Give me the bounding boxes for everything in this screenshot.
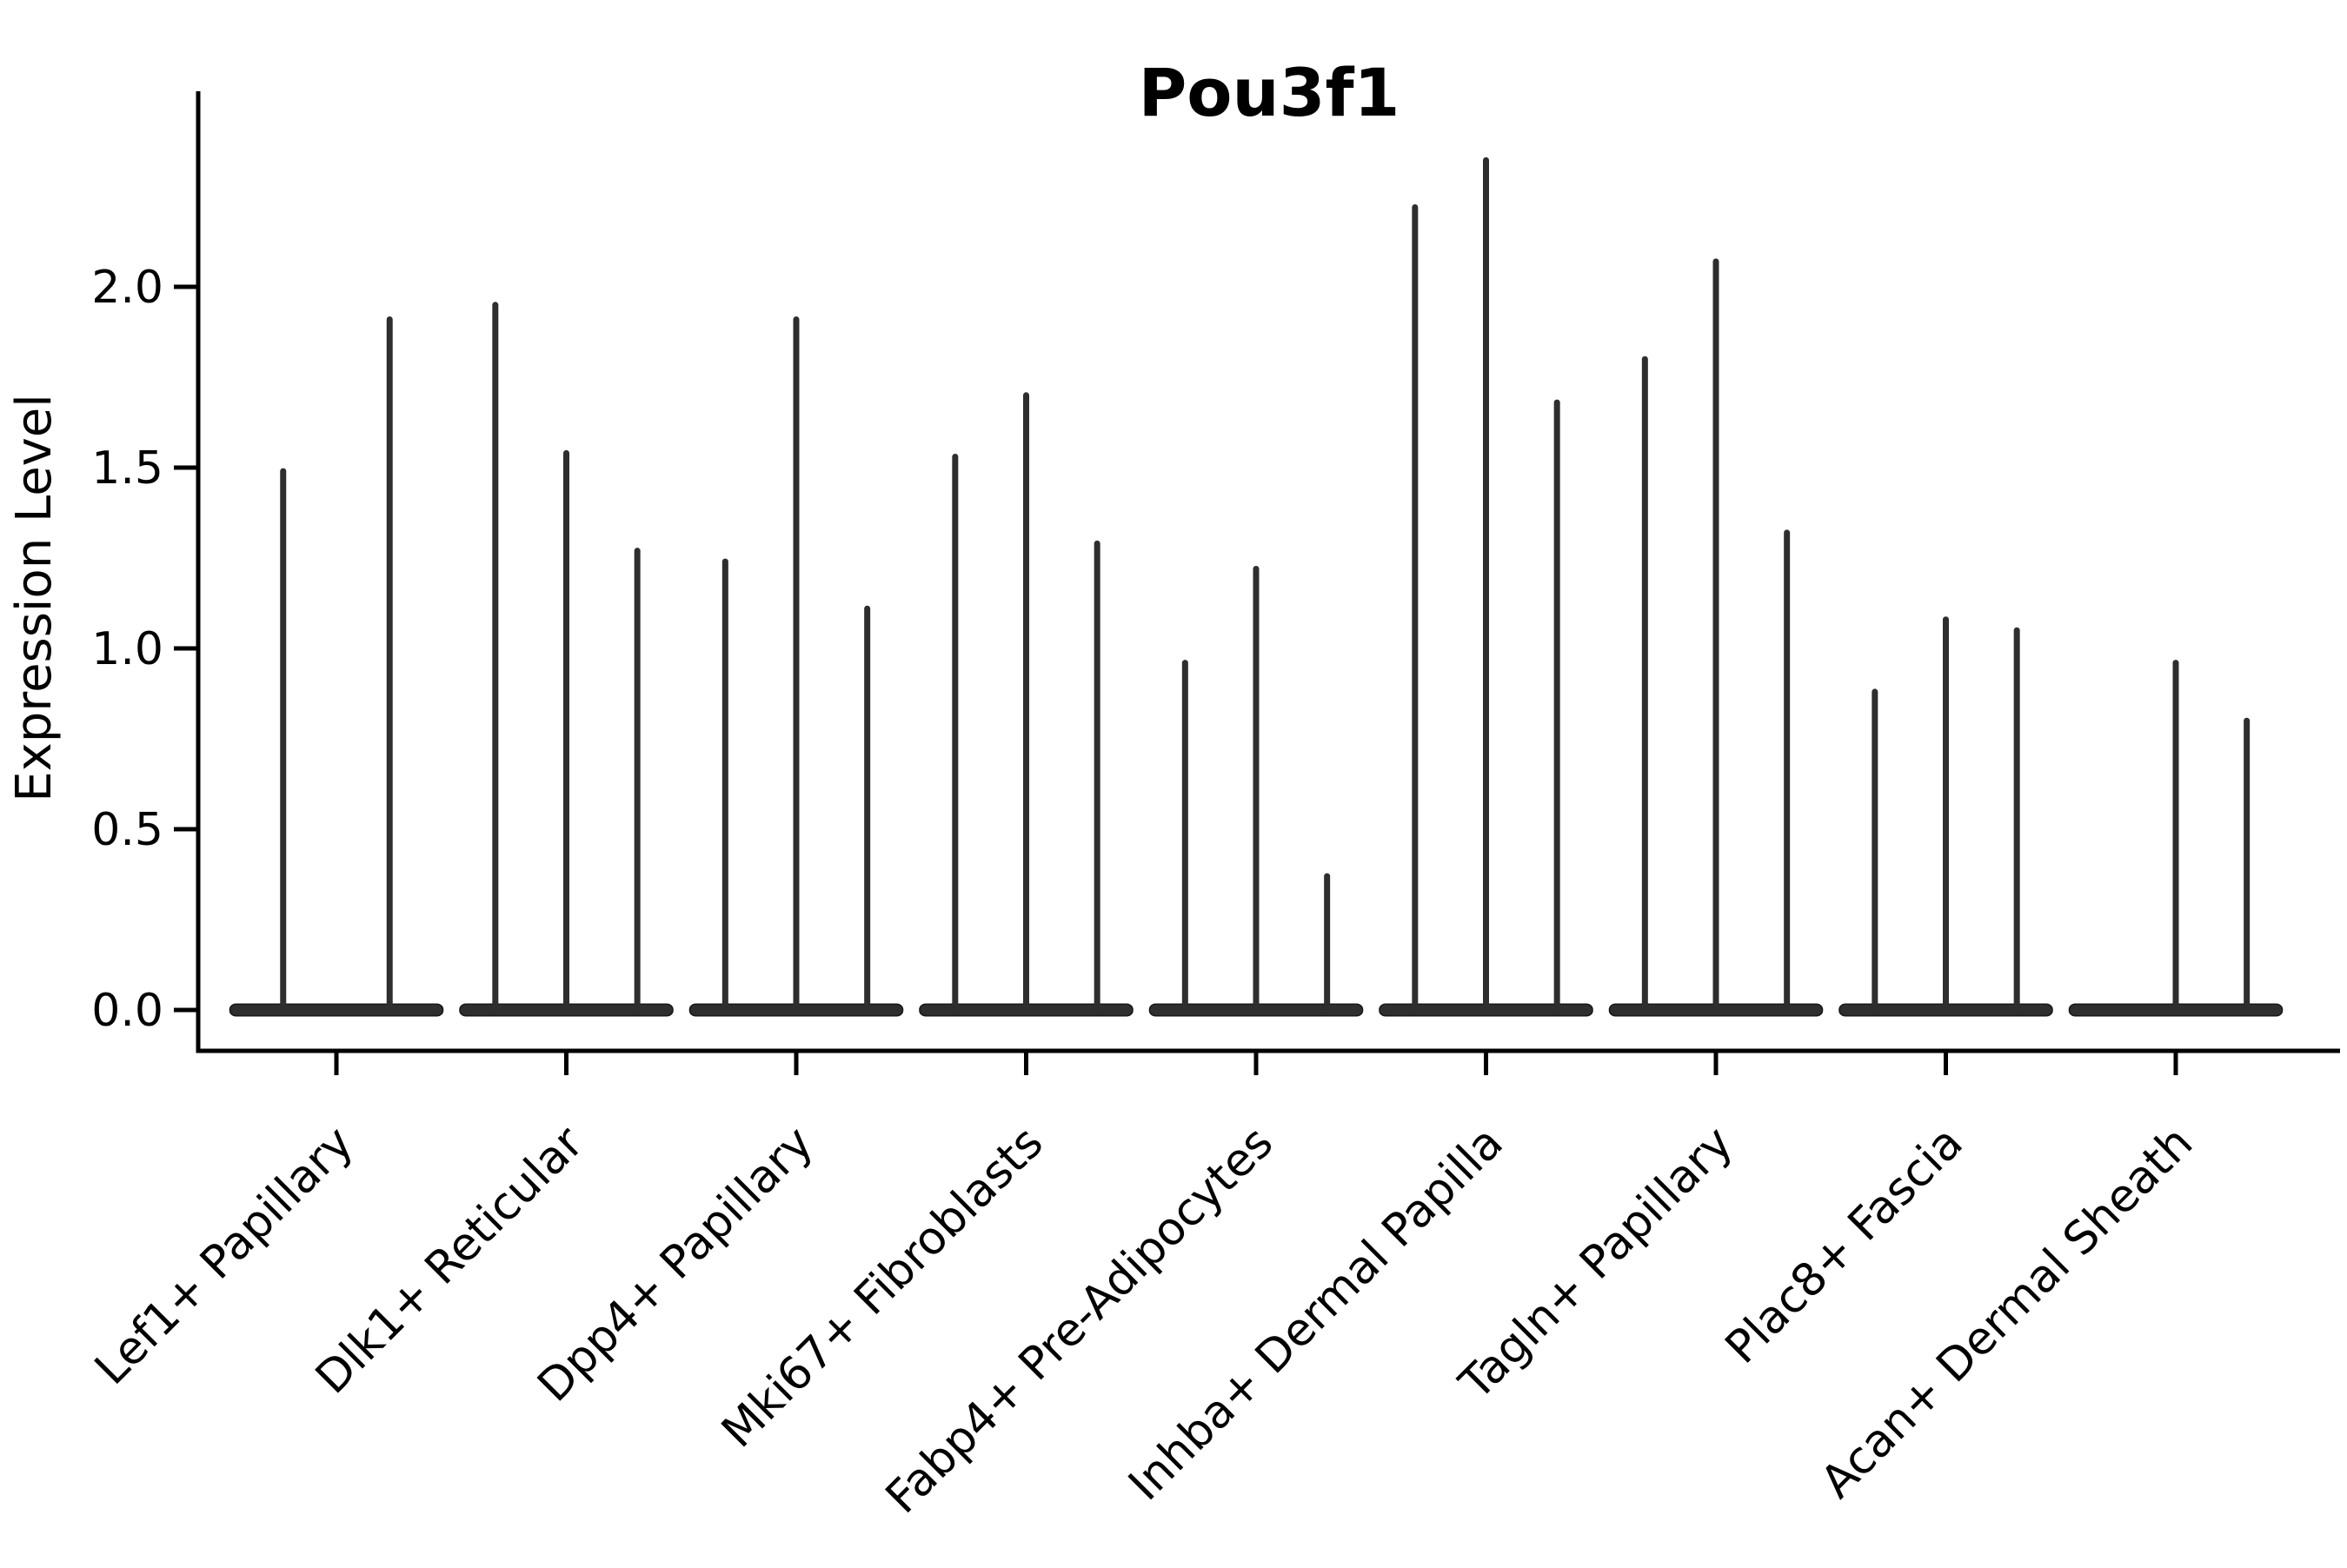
plot-title: Pou3f1 [1139,54,1400,131]
y-tick-label: 2.0 [91,262,163,314]
x-tick-label: Fabp4+ Pre-Adipocytes [876,1117,1283,1524]
y-tick-layer: 0.0 0.5 1.0 1.5 2.0 [91,262,198,1037]
violin-group [1148,565,1364,1017]
violin-group [919,392,1134,1017]
y-tick-label: 0.5 [91,804,163,856]
violin-group [229,316,444,1017]
violin-group [1608,258,1824,1017]
y-tick-label: 1.5 [91,442,163,495]
violin-base [229,1003,444,1017]
violin-group [688,316,904,1017]
y-tick-label: 1.0 [91,623,163,675]
y-axis-label: Expression Level [6,394,63,802]
x-tick-label: Inhba+ Dermal Papilla [1119,1117,1513,1511]
axes-layer [196,91,2340,1053]
x-tick-label: Plac8+ Fascia [1716,1117,1973,1374]
violin-group [1838,616,2053,1017]
x-tick-label: Acan+ Dermal Sheath [1812,1117,2204,1509]
violin-group [1379,156,1593,1017]
y-tick-label: 0.0 [91,985,163,1037]
violin-group [459,302,674,1017]
violins-layer [229,156,2284,1017]
violin-group [2068,660,2284,1017]
